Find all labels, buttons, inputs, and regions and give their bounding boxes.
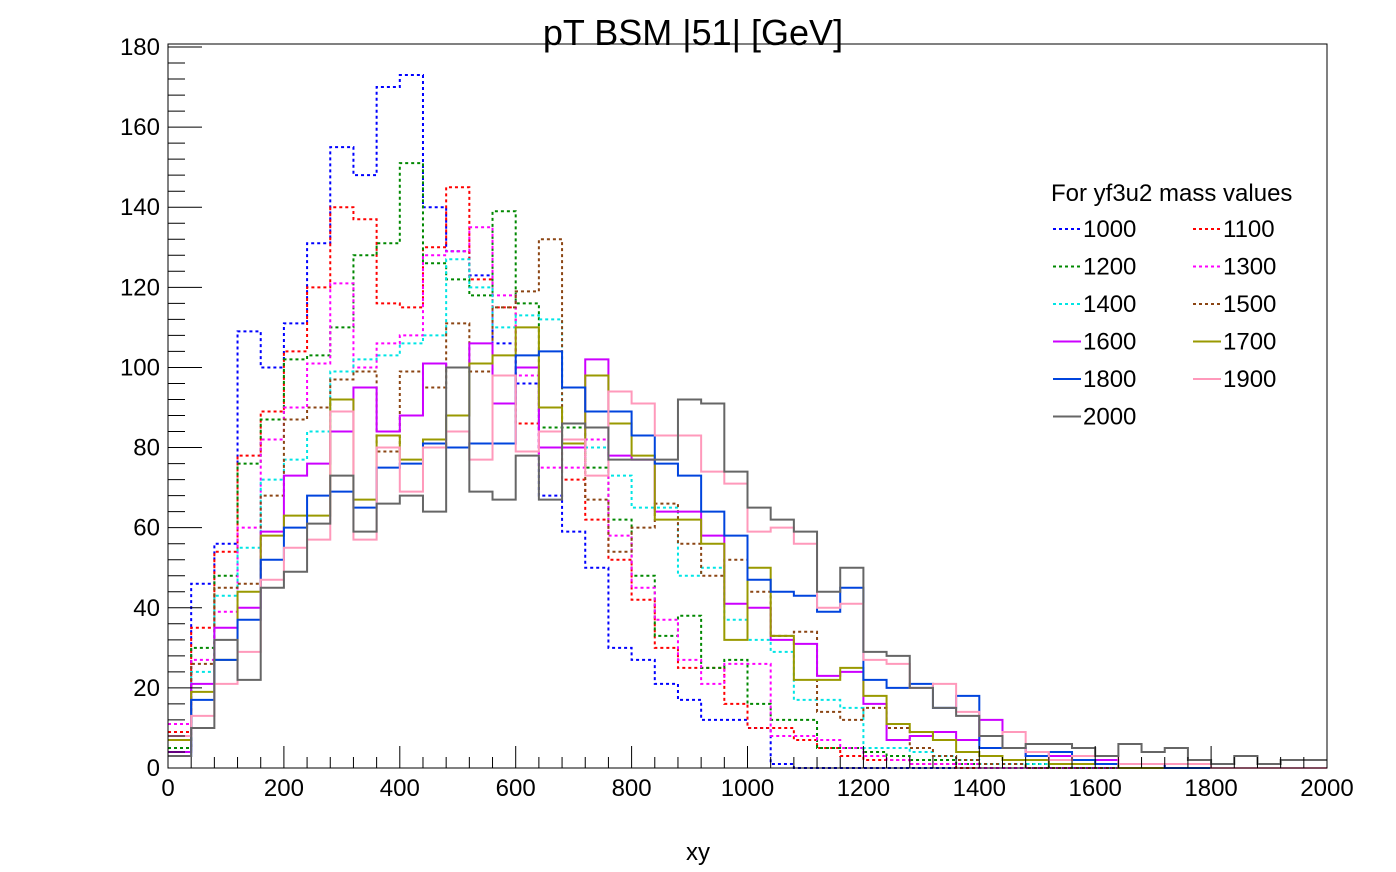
y-tick-label: 20 [133,675,160,702]
legend-label-2000: 2000 [1083,404,1136,431]
series-layer [168,74,1327,769]
legend-title: For yf3u2 mass values [1051,180,1292,207]
y-tick-label: 180 [120,34,160,61]
x-tick-label: 1600 [1069,775,1122,802]
series-1100-line [168,186,1327,769]
y-tick-label: 140 [120,194,160,221]
x-tick-label: 1400 [953,775,1006,802]
x-tick-label: 800 [612,775,652,802]
x-tick-label: 400 [380,775,420,802]
legend-label-1200: 1200 [1083,254,1136,281]
y-tick-label: 0 [147,755,160,782]
y-tick-label: 80 [133,435,160,462]
legend-label-1700: 1700 [1223,329,1276,356]
y-tick-label: 160 [120,114,160,141]
y-tick-label: 120 [120,274,160,301]
legend-label-1600: 1600 [1083,329,1136,356]
legend-label-1100: 1100 [1223,216,1275,243]
legend-label-1300: 1300 [1223,254,1276,281]
y-tick-label: 60 [133,515,160,542]
x-tick-label: 2000 [1300,775,1353,802]
y-tick-label: 100 [120,354,160,381]
x-tick-label: 200 [264,775,304,802]
y-tick-label: 40 [133,595,160,622]
legend-label-1500: 1500 [1223,291,1276,318]
legend-label-1900: 1900 [1223,366,1276,393]
series-1300-line [168,226,1327,769]
series-1800-line [168,350,1327,769]
legend: For yf3u2 mass values 1000 1100 1200 1300 14… [1051,180,1292,431]
legend-label-1000: 1000 [1083,216,1136,243]
x-tick-label: 1800 [1184,775,1237,802]
legend-label-1400: 1400 [1083,291,1136,318]
x-tick-label: 0 [161,775,174,802]
x-tick-label: 1200 [837,775,890,802]
x-tick-label: 1000 [721,775,774,802]
x-tick-label: 600 [496,775,536,802]
axis-layer: 0 200 400 600 800 1000 1200 1400 1600 1800 2000 0 20… [120,34,1354,802]
chart-title: pT BSM |51| [GeV] [543,12,843,53]
x-axis-label: xy [686,839,710,866]
legend-label-1800: 1800 [1083,366,1136,393]
series-2000-line [168,366,1327,765]
